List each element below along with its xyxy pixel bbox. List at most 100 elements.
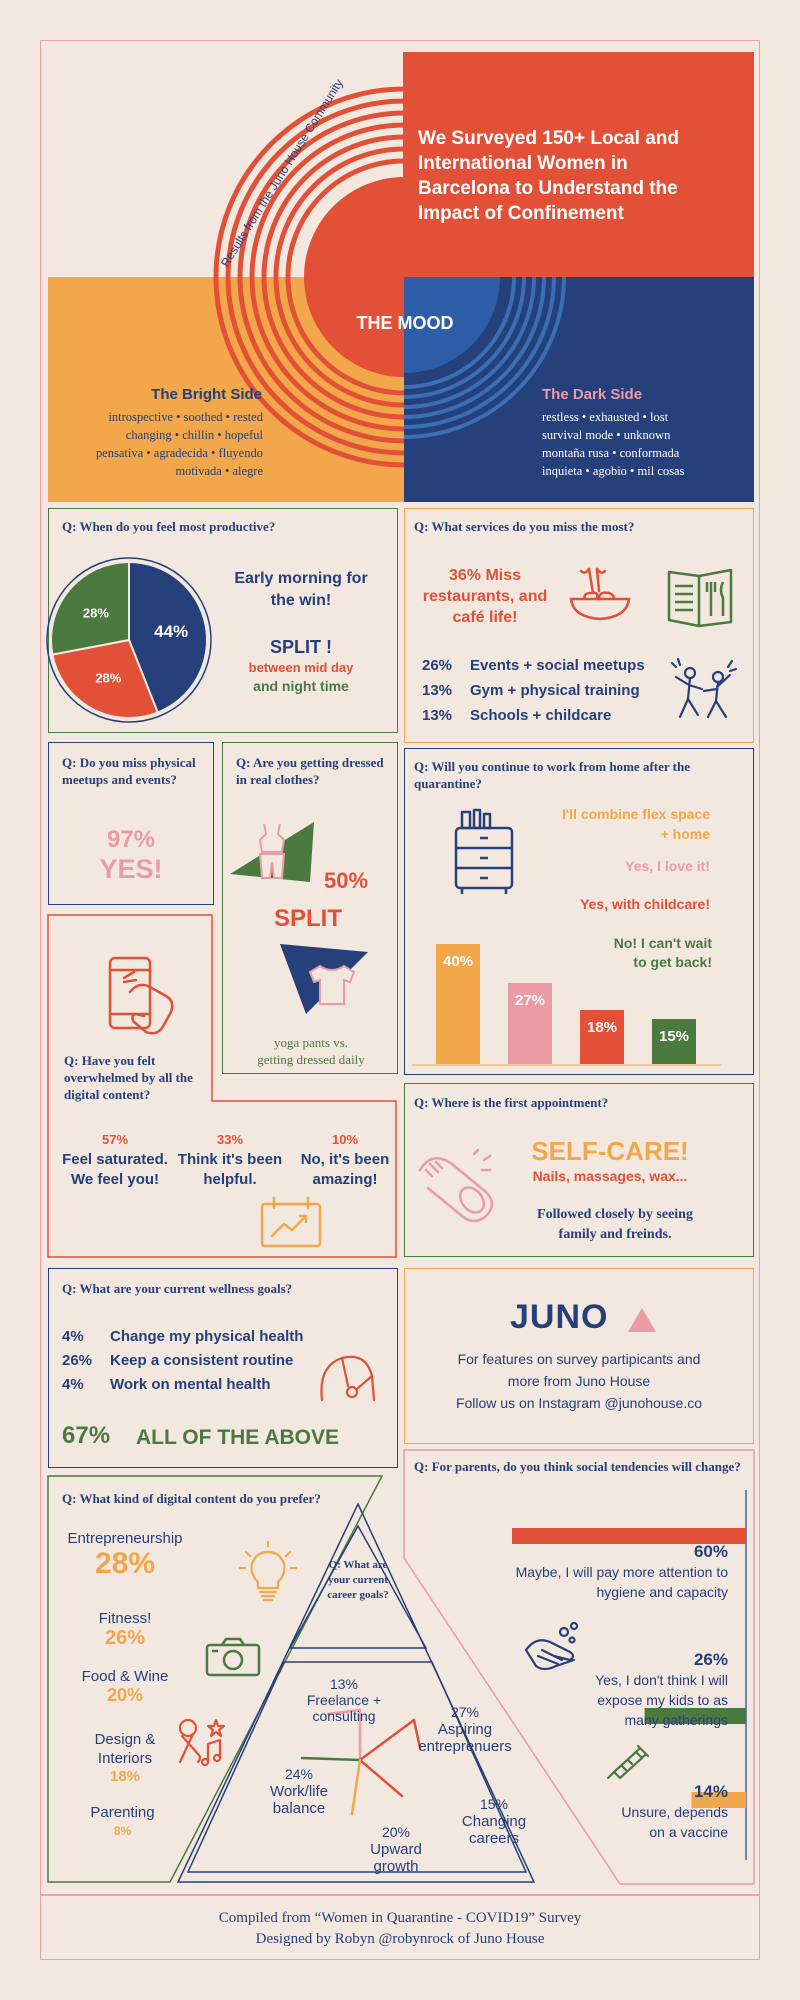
content-item-4: Design & Interiors 18%	[80, 1730, 170, 1785]
bright-side-title: The Bright Side	[151, 386, 262, 403]
wellness-row-3: 4% Work on mental health	[62, 1376, 271, 1393]
services-card	[404, 508, 754, 743]
overwhelm-pct-1: 57%	[101, 1132, 129, 1147]
productive-split-sub1: between mid day	[248, 660, 354, 675]
wellness-label-2: Keep a consistent routine	[110, 1352, 294, 1369]
bright-side-words: introspective • soothed • rested changin…	[48, 408, 263, 480]
juno-line-3[interactable]: Follow us on Instagram @junohouse.co	[455, 1395, 703, 1411]
juno-logo: JUNO	[510, 1298, 609, 1336]
wfh-bar	[580, 1010, 624, 1064]
services-pct-3: 13%	[422, 707, 453, 724]
content-label-5: Parenting	[90, 1804, 155, 1821]
meetups-value: 97%	[106, 826, 156, 853]
phone-tap-icon	[108, 956, 174, 1035]
wellness-label-1: Change my physical health	[110, 1328, 304, 1345]
wfh-answer-3: Yes, with childcare!	[580, 896, 710, 912]
appointment-question: Q: Where is the first appointment?	[414, 1095, 609, 1110]
content-pref-question: Q: What kind of digital content do you p…	[62, 1491, 321, 1506]
vaccine-syringe-icon	[606, 1744, 650, 1780]
footer-line-2: Designed by Robyn @robynrock of Juno Hou…	[255, 1931, 545, 1947]
content-pref-border	[47, 1475, 384, 1883]
content-label-4: Design & Interiors	[94, 1731, 156, 1767]
content-pct-4: 18%	[109, 1768, 141, 1785]
parents-bar	[644, 1708, 746, 1724]
services-pct-2: 13%	[422, 682, 453, 699]
dressed-question: Q: Are you getting dressed in real cloth…	[236, 755, 384, 787]
career-pct-5: 20%	[381, 1824, 411, 1840]
parents-pct-1: 60%	[693, 1542, 728, 1561]
wfh-answer-4: No! I can't wait to get back!	[613, 935, 712, 970]
content-pct-3: 20%	[106, 1685, 144, 1705]
career-label-4: Changing careers	[461, 1813, 527, 1847]
parents-label-3: Unsure, depends on a vaccine	[621, 1804, 728, 1840]
career-label-5: Upward growth	[370, 1841, 422, 1875]
content-label-3: Food & Wine	[81, 1668, 169, 1685]
juno-line-1: For features on survey partipicants and	[457, 1351, 701, 1367]
wellness-all-label: ALL OF THE ABOVE	[136, 1426, 340, 1449]
services-row-1: 26% Events + social meetups	[422, 657, 645, 674]
wellness-pct-3: 4%	[62, 1376, 84, 1393]
header-title: We Surveyed 150+ Local and International…	[418, 128, 680, 224]
wellness-pct-2: 26%	[62, 1352, 93, 1369]
career-label-3: Work/life balance	[269, 1783, 329, 1817]
juno-line-2: more from Juno House	[507, 1373, 651, 1389]
appointment-sub: Nails, massages, wax...	[532, 1168, 688, 1184]
wfh-bar	[652, 1019, 696, 1064]
wfh-bar	[508, 983, 552, 1064]
meetups-answer: YES!	[99, 854, 163, 884]
dressed-caption-2: getting dressed daily	[257, 1052, 365, 1067]
footer-line-1: Compiled from “Women in Quarantine - COV…	[218, 1910, 582, 1926]
parents-border	[403, 1449, 755, 1885]
career-item-5: 20% Upward growth	[348, 1824, 444, 1875]
wfh-answer-2: Yes, I love it!	[625, 858, 710, 874]
shirt-icon	[280, 944, 368, 1014]
productive-card	[48, 508, 398, 733]
wellness-row-2: 26% Keep a consistent routine	[62, 1352, 293, 1369]
dark-line-3: montaña rusa • conformada	[542, 446, 680, 460]
pie-label: 28%	[83, 606, 109, 621]
career-item-1: 13% Freelance + consulting	[286, 1676, 402, 1724]
header-section: Results from the Juno House Community We…	[48, 52, 754, 502]
parents-bar	[691, 1792, 746, 1808]
wfh-bar-chart: 40% 27% 18% 15%	[412, 944, 722, 1066]
content-item-3: Food & Wine 20%	[60, 1668, 190, 1706]
pie-label: 44%	[154, 622, 188, 641]
wfh-answer-1: I'll combine flex space + home	[561, 806, 710, 842]
dressed-caption: yoga pants vs. getting dressed daily	[226, 1034, 396, 1068]
career-label-1: Freelance + consulting	[306, 1692, 382, 1724]
overwhelm-label-2: Think it's been helpful.	[177, 1151, 283, 1188]
productive-question: Q: When do you feel most productive?	[62, 519, 276, 534]
content-pct-1: 28%	[94, 1547, 156, 1580]
appointment-note: Followed closely by seeing family and fr…	[537, 1207, 693, 1242]
wfh-bar-label: 27%	[515, 992, 545, 1009]
content-label-1: Entrepreneurship	[67, 1530, 183, 1547]
overwhelm-pct-3: 10%	[331, 1132, 359, 1147]
career-pct-1: 13%	[329, 1676, 359, 1692]
wellness-question: Q: What are your current wellness goals?	[62, 1281, 293, 1296]
bright-line-4: motivada • alegre	[175, 464, 263, 478]
content-pct-2: 26%	[104, 1627, 146, 1649]
wellness-all-pct: 67%	[62, 1422, 111, 1449]
services-headline: 36% Miss restaurants, and café life!	[422, 567, 548, 626]
mood-arcs	[213, 86, 566, 468]
wfh-question: Q: Will you continue to work from home a…	[414, 759, 690, 791]
productive-pie-chart: 44% 28% 28%	[46, 557, 212, 723]
title-panel	[403, 52, 754, 277]
wfh-bar-label: 40%	[443, 953, 473, 970]
footer: Compiled from “Women in Quarantine - COV…	[40, 1908, 760, 1950]
footer-divider	[40, 1894, 760, 1896]
meetups-question: Q: Do you miss physical meetups and even…	[62, 755, 196, 787]
overwhelm-question: Q: Have you felt overwhelmed by all the …	[64, 1053, 193, 1102]
dressed-split: SPLIT	[273, 905, 342, 932]
dark-line-2: survival mode • unknown	[542, 428, 671, 442]
productive-headline: Early morning for the win!	[234, 570, 368, 609]
pie-slice	[51, 638, 160, 719]
dressed-card	[222, 742, 398, 1074]
bright-line-3: pensativa • agradecida • fluyendo	[95, 446, 263, 460]
career-pct-3: 24%	[284, 1766, 314, 1782]
parents-pct-3: 14%	[693, 1782, 728, 1801]
dresser-icon	[454, 808, 514, 894]
services-pct-1: 26%	[422, 657, 453, 674]
outer-frame	[40, 40, 760, 1960]
wellness-label-3: Work on mental health	[110, 1376, 271, 1393]
